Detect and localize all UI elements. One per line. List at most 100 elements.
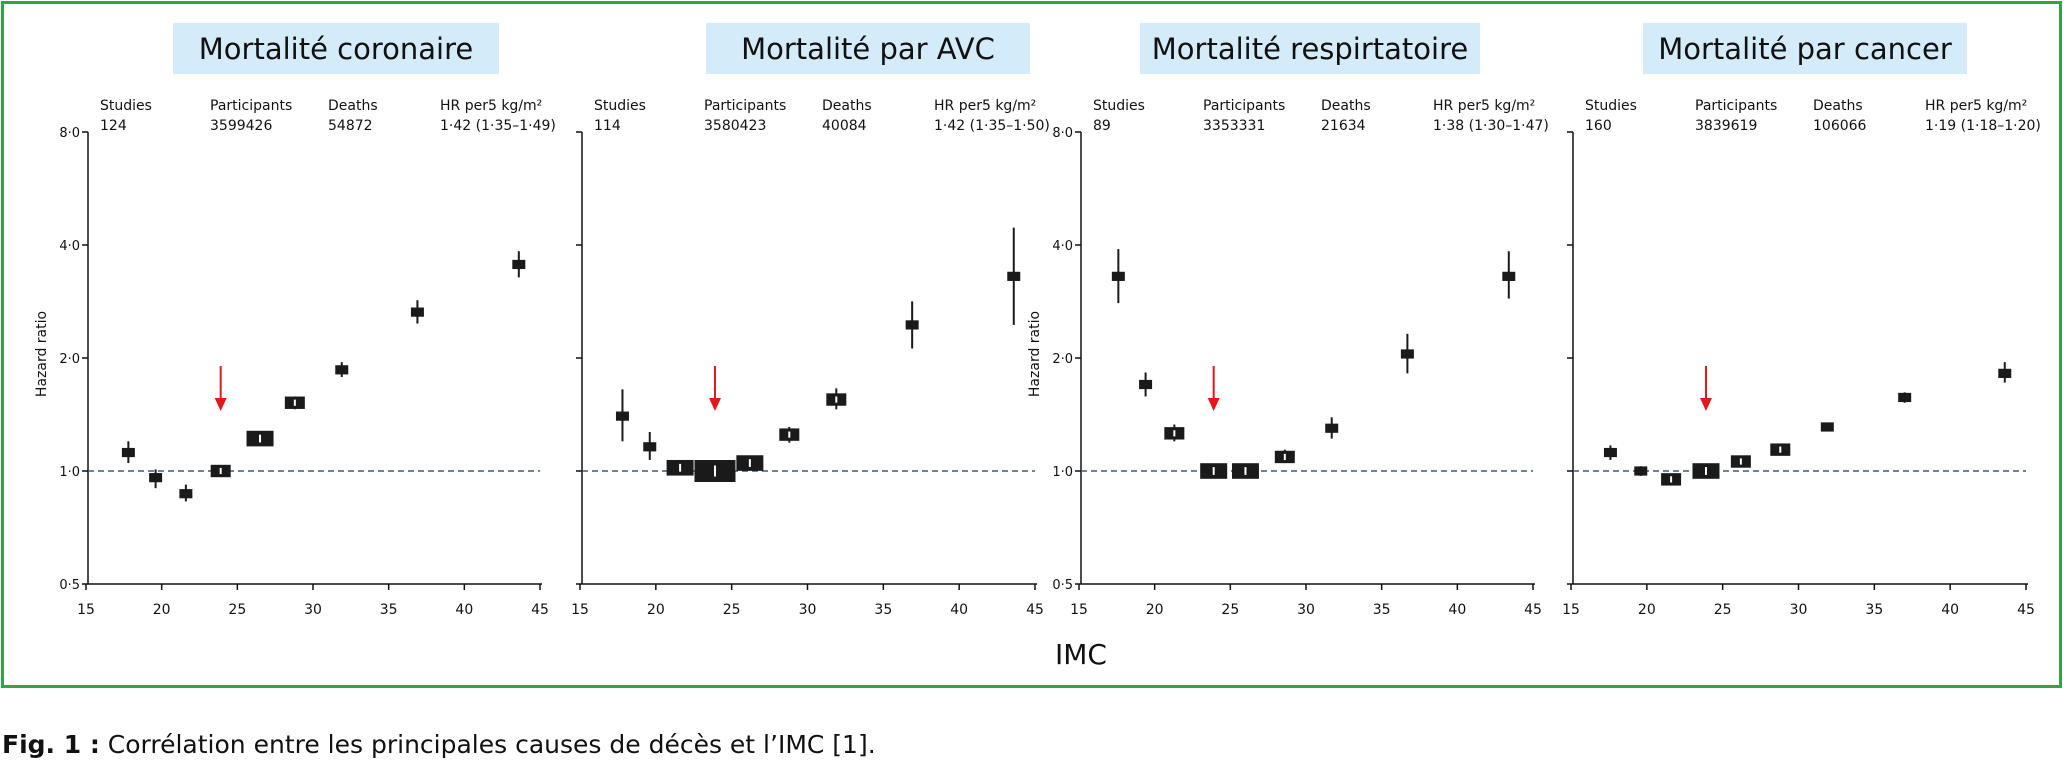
y-tick-label: 1·0	[59, 465, 80, 480]
x-tick-label: 20	[1146, 602, 1164, 618]
stats-value: 124	[100, 118, 127, 134]
x-tick-label: 45	[2017, 602, 2035, 618]
x-tick-label: 30	[799, 602, 817, 618]
x-tick-label: 20	[153, 602, 171, 618]
data-point	[1898, 392, 1912, 403]
data-point	[1634, 466, 1648, 476]
chart-panel-4: Mortalité par cancer Studies 160 Participan…	[1562, 23, 2041, 618]
x-tick-label: 35	[874, 602, 892, 618]
y-tick-label: 2·0	[59, 352, 80, 367]
data-point	[512, 259, 526, 270]
x-axis-label: IMC	[1055, 638, 1107, 671]
x-tick-label: 15	[77, 602, 95, 618]
y-axis-label: Hazard ratio	[34, 311, 50, 397]
data-point	[335, 365, 349, 375]
x-tick-label: 25	[1714, 602, 1732, 618]
x-tick-label: 40	[1448, 602, 1466, 618]
chart-panel-3: Mortalité respirtatoire Studies 89 Particip…	[1027, 23, 1549, 618]
chart-title: Mortalité par cancer	[1658, 32, 1952, 66]
stats-header-label: Participants	[1695, 98, 1777, 114]
stats-value: 3839619	[1695, 118, 1757, 134]
stats-header-label: Studies	[1093, 98, 1145, 114]
x-tick-label: 40	[1941, 602, 1959, 618]
chart-title-box	[173, 23, 499, 74]
data-point	[1998, 368, 2012, 378]
figure-caption: Fig. 1 : Corrélation entre les principal…	[2, 730, 876, 759]
stats-value: 3353331	[1203, 118, 1265, 134]
stats-value: 114	[594, 118, 621, 134]
data-point	[1007, 271, 1021, 281]
x-tick-label: 30	[1790, 602, 1808, 618]
data-point	[179, 489, 193, 499]
stats-value: 3580423	[704, 118, 766, 134]
data-point	[1325, 423, 1339, 433]
x-tick-label: 25	[723, 602, 741, 618]
stats-header-label: Deaths	[822, 98, 872, 114]
data-point	[149, 473, 163, 483]
x-tick-label: 15	[1070, 602, 1088, 618]
x-tick-label: 35	[1373, 602, 1391, 618]
chart-panel-2: Mortalité par AVC Studies 114 Participants 3…	[571, 23, 1050, 618]
stats-value: 1·38 (1·30–1·47)	[1433, 118, 1549, 134]
y-tick-label: 0·5	[59, 578, 80, 593]
x-tick-label: 30	[1297, 602, 1315, 618]
chart-title: Mortalité respirtatoire	[1152, 32, 1468, 66]
stats-value: 1·42 (1·35–1·49)	[440, 118, 556, 134]
data-point	[1820, 422, 1834, 432]
caption-text: Corrélation entre les principales causes…	[99, 730, 876, 759]
x-tick-label: 45	[531, 602, 549, 618]
x-tick-label: 35	[380, 602, 398, 618]
data-point	[643, 442, 657, 452]
stats-header-label: HR per5 kg/m²	[934, 98, 1036, 114]
stats-header-label: Participants	[210, 98, 292, 114]
chart-title-box	[1140, 23, 1480, 74]
stats-value: 3599426	[210, 118, 272, 134]
x-tick-label: 30	[304, 602, 322, 618]
stats-header-label: HR per5 kg/m²	[440, 98, 542, 114]
stats-value: 1·19 (1·18–1·20)	[1925, 118, 2041, 134]
stats-value: 160	[1585, 118, 1612, 134]
stats-header-label: Deaths	[328, 98, 378, 114]
y-tick-label: 0·5	[1052, 578, 1073, 593]
arrow-head	[1207, 398, 1220, 411]
x-tick-label: 45	[1026, 602, 1044, 618]
chart-title-box	[1643, 23, 1967, 74]
stats-header-label: Studies	[1585, 98, 1637, 114]
caption-label: Fig. 1 :	[2, 730, 100, 759]
x-tick-label: 25	[228, 602, 246, 618]
stats-header-label: Participants	[1203, 98, 1285, 114]
stats-header-label: Deaths	[1321, 98, 1371, 114]
x-tick-label: 20	[647, 602, 665, 618]
x-tick-label: 45	[1524, 602, 1542, 618]
stats-header-label: HR per5 kg/m²	[1925, 98, 2027, 114]
data-point	[1400, 349, 1414, 359]
y-tick-label: 1·0	[1052, 465, 1073, 480]
figure-svg: Mortalité coronaire Studies 124 Participant…	[34, 23, 2041, 671]
x-tick-label: 20	[1638, 602, 1656, 618]
y-tick-label: 4·0	[1052, 239, 1073, 254]
x-tick-label: 35	[1865, 602, 1883, 618]
stats-value: 40084	[822, 118, 867, 134]
data-point	[1111, 271, 1125, 281]
y-tick-label: 8·0	[1052, 126, 1073, 141]
arrow-head	[214, 398, 227, 411]
stats-value: 54872	[328, 118, 373, 134]
arrow-head	[1699, 398, 1712, 411]
y-tick-label: 2·0	[1052, 352, 1073, 367]
stats-value: 106066	[1813, 118, 1867, 134]
figure-frame: Mortalité coronaire Studies 124 Participant…	[1, 1, 2062, 688]
x-tick-label: 40	[455, 602, 473, 618]
chart-title-box	[706, 23, 1030, 74]
stats-header-label: Studies	[594, 98, 646, 114]
data-point	[1502, 271, 1516, 281]
data-point	[121, 447, 135, 458]
stats-value: 21634	[1321, 118, 1366, 134]
chart-panel-1: Mortalité coronaire Studies 124 Participant…	[34, 23, 556, 618]
stats-value: 1·42 (1·35–1·50)	[934, 118, 1050, 134]
stats-header-label: Deaths	[1813, 98, 1863, 114]
data-point	[410, 307, 424, 317]
data-point	[615, 411, 629, 421]
data-point	[1603, 447, 1617, 458]
arrow-head	[708, 398, 721, 411]
stats-header-label: HR per5 kg/m²	[1433, 98, 1535, 114]
